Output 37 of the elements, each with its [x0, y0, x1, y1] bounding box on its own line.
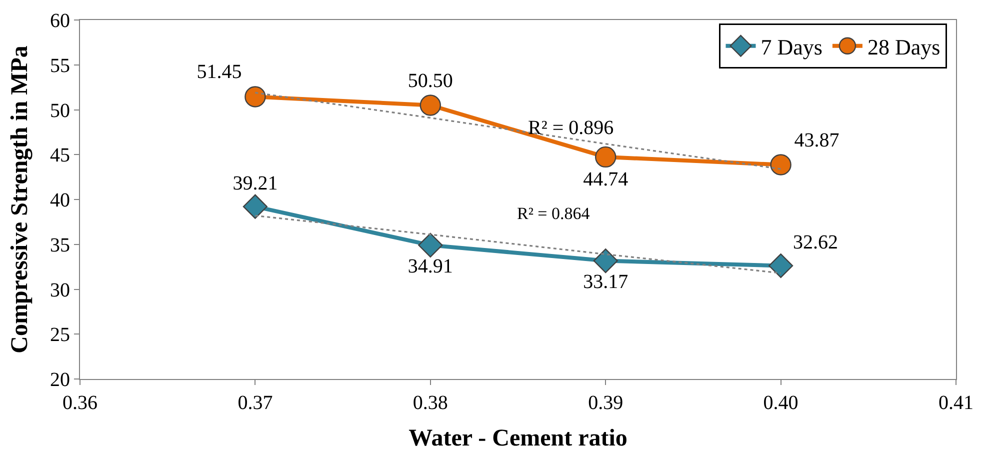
x-axis-title: Water - Cement ratio — [408, 425, 628, 452]
data-label: 44.74 — [583, 168, 628, 190]
y-tick-label: 45 — [50, 144, 70, 167]
legend-label: 7 Days — [760, 34, 822, 60]
point — [768, 253, 794, 278]
x-tick-label: 0.40 — [763, 392, 798, 414]
data-label: 50.50 — [408, 70, 453, 92]
data-label: 32.62 — [793, 231, 838, 254]
point — [242, 194, 268, 219]
point — [593, 248, 618, 274]
point — [420, 94, 441, 116]
annotation: R² = 0.864 — [517, 204, 590, 223]
point — [595, 146, 616, 168]
y-tick-label: 20 — [50, 369, 70, 391]
annotation: R² = 0.896 — [528, 117, 614, 139]
y-tick-label: 50 — [50, 100, 70, 122]
point — [418, 232, 443, 258]
x-tick-label: 0.39 — [588, 392, 624, 414]
point — [770, 154, 792, 176]
y-axis-title: Compressive Strength in MPa — [7, 46, 34, 354]
x-tick-label: 0.41 — [938, 392, 974, 414]
data-label: 39.21 — [232, 172, 278, 194]
y-tick-label: 60 — [50, 10, 70, 32]
data-label: 51.45 — [196, 61, 242, 84]
data-label: 33.17 — [583, 271, 628, 294]
point — [244, 86, 266, 108]
data-label: 43.87 — [794, 129, 840, 152]
x-tick-label: 0.38 — [412, 392, 448, 414]
x-tick-label: 0.37 — [238, 392, 273, 414]
x-tick-label: 0.36 — [62, 392, 98, 414]
y-tick-label: 55 — [50, 54, 70, 77]
legend-label: 28 Days — [867, 34, 940, 60]
y-tick-label: 25 — [50, 324, 70, 346]
y-tick-label: 35 — [50, 234, 70, 256]
data-label: 34.91 — [408, 255, 453, 278]
y-tick-label: 30 — [50, 279, 70, 302]
y-tick-label: 40 — [50, 190, 70, 212]
